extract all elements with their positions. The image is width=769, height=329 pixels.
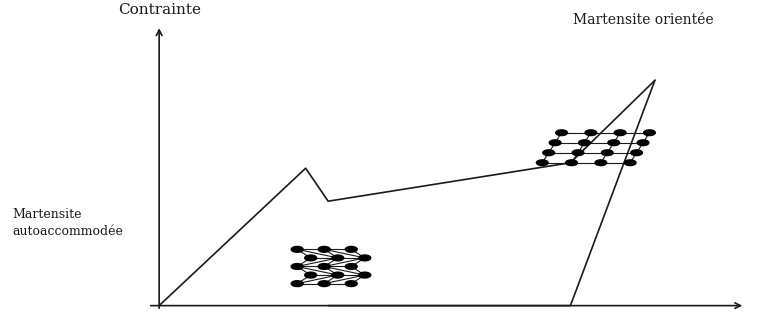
Text: Contrainte: Contrainte [118, 3, 201, 17]
Circle shape [345, 281, 358, 287]
Circle shape [543, 150, 554, 156]
Circle shape [595, 160, 607, 165]
Circle shape [318, 246, 330, 252]
Circle shape [359, 272, 371, 278]
Circle shape [572, 150, 584, 156]
Text: Martensite
autoaccommodée: Martensite autoaccommodée [12, 208, 124, 238]
Circle shape [638, 140, 649, 145]
Circle shape [556, 130, 568, 136]
Circle shape [601, 150, 613, 156]
Circle shape [305, 272, 317, 278]
Circle shape [305, 255, 317, 261]
Circle shape [359, 255, 371, 261]
Circle shape [331, 272, 344, 278]
Circle shape [345, 264, 358, 269]
Circle shape [585, 130, 597, 136]
Circle shape [631, 150, 642, 156]
Circle shape [291, 264, 303, 269]
Circle shape [549, 140, 561, 145]
Circle shape [291, 246, 303, 252]
Circle shape [318, 264, 330, 269]
Circle shape [578, 140, 591, 145]
Circle shape [566, 160, 578, 165]
Circle shape [318, 281, 330, 287]
Text: Martensite orientée: Martensite orientée [573, 13, 714, 27]
Circle shape [537, 160, 548, 165]
Circle shape [291, 281, 303, 287]
Circle shape [624, 160, 636, 165]
Circle shape [345, 246, 358, 252]
Circle shape [614, 130, 626, 136]
Circle shape [644, 130, 655, 136]
Circle shape [331, 255, 344, 261]
Circle shape [608, 140, 620, 145]
